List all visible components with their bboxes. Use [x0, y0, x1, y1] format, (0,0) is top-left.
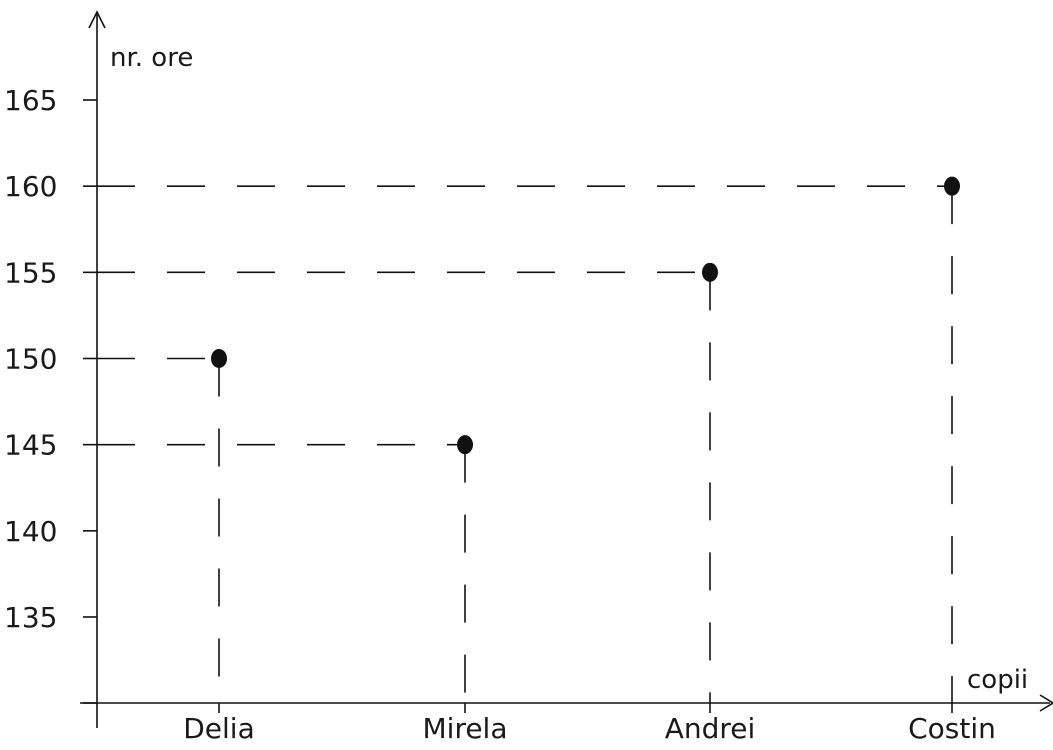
y-tick-label: 145 [4, 429, 57, 462]
x-categories: Delia Mirela Andrei Costin [183, 703, 996, 745]
data-points [211, 176, 960, 455]
y-tick-label: 155 [4, 256, 57, 289]
data-point-delia [211, 349, 227, 368]
guide-lines [97, 185, 953, 703]
y-tick-label: 140 [4, 515, 57, 548]
category-label: Delia [183, 712, 255, 745]
y-tick-label: 165 [4, 84, 57, 117]
y-tick-label: 160 [4, 170, 57, 203]
data-point-costin [944, 176, 960, 196]
data-point-mirela [457, 435, 473, 455]
axes: nr. ore copii [80, 10, 1053, 728]
y-tick-label: 135 [4, 601, 57, 634]
y-tick-label: 150 [4, 343, 57, 376]
category-label: Costin [908, 712, 996, 745]
y-axis-title: nr. ore [110, 43, 193, 73]
category-label: Andrei [665, 712, 756, 745]
y-axis-arrow-icon [88, 10, 106, 29]
x-axis-arrow-icon [1039, 694, 1053, 712]
y-ticks: 135 140 145 150 155 160 165 [4, 84, 97, 704]
x-axis-title: copii [967, 665, 1028, 695]
category-label: Mirela [423, 712, 508, 745]
data-point-andrei [702, 262, 718, 282]
